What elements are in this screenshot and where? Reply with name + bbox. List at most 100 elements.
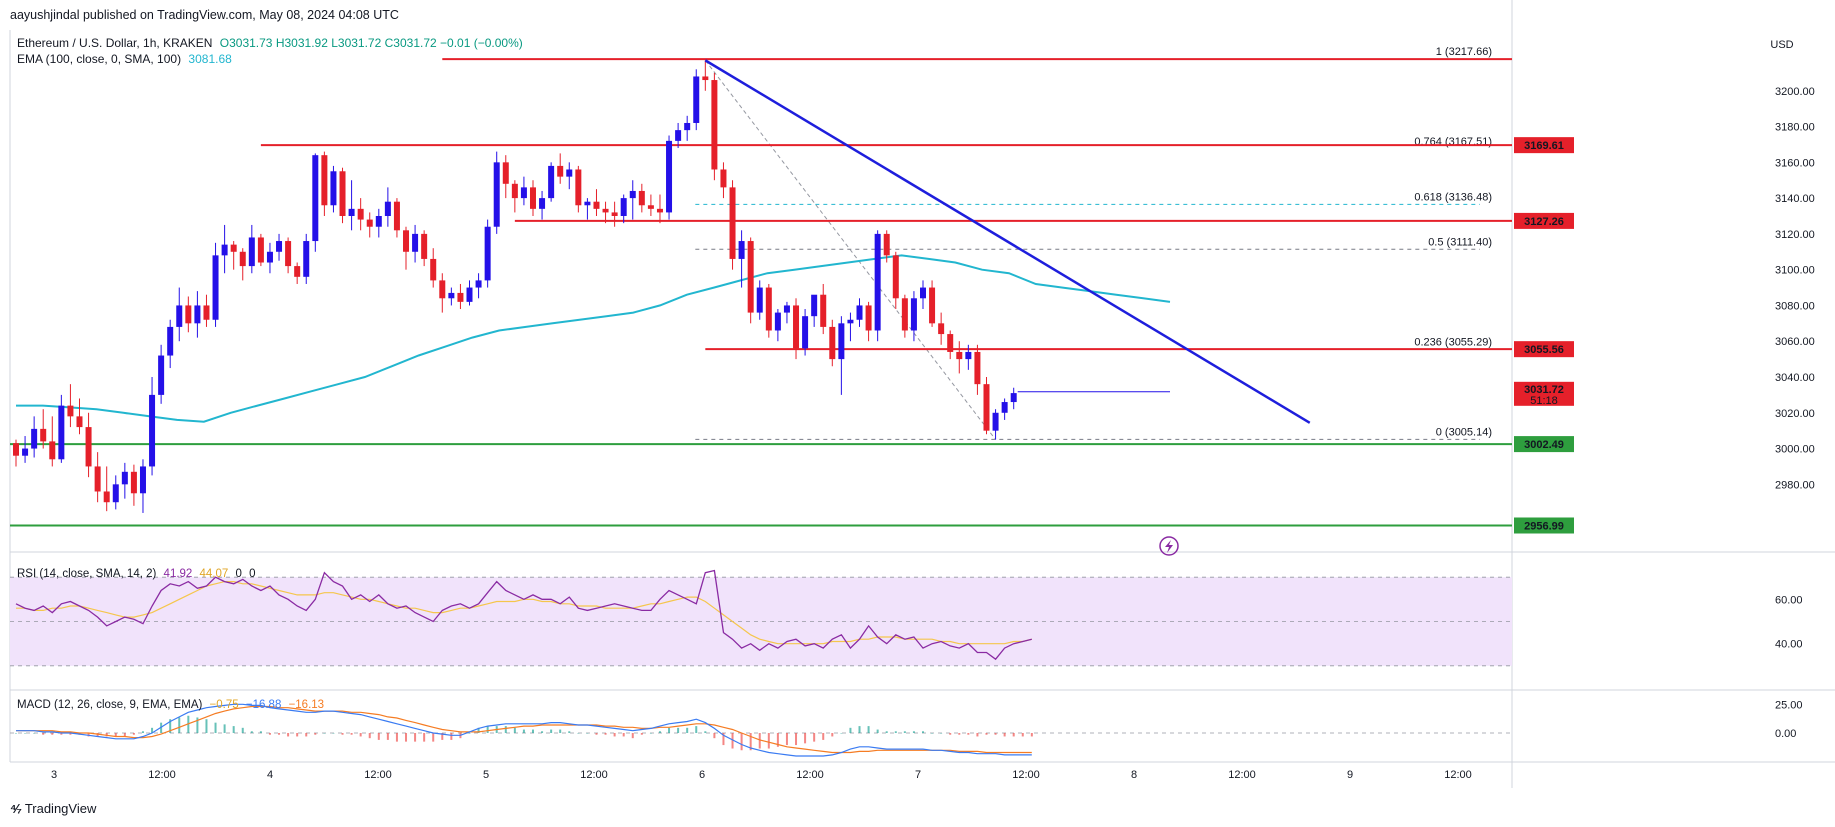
candle-body [693, 76, 700, 123]
macd-hist-bar [876, 729, 879, 733]
candle-body [239, 251, 246, 267]
candle-body [1001, 402, 1008, 413]
fib-diagonal [704, 60, 996, 440]
candle-body [303, 241, 310, 277]
time-tick-label: 8 [1131, 769, 1137, 781]
macd-hist-bar [1012, 733, 1015, 737]
candle-body [112, 484, 119, 503]
price-tick-label: 3080.00 [1775, 300, 1815, 312]
time-tick-label: 12:00 [148, 769, 176, 781]
ema-100-line [16, 254, 1171, 423]
candle-body [130, 471, 137, 494]
lightning-icon [1159, 536, 1179, 556]
candle-body [330, 171, 337, 206]
symbol-legend: Ethereum / U.S. Dollar, 1h, KRAKEN O3031… [17, 36, 523, 50]
candle-body [58, 405, 65, 460]
publisher-line: aayushjindal published on TradingView.co… [10, 8, 399, 22]
macd-tick-label: 25.00 [1775, 699, 1803, 711]
candle-body [366, 219, 373, 227]
time-tick-label: 5 [483, 769, 489, 781]
macd-hist-bar [749, 733, 752, 751]
candle-body [139, 466, 146, 494]
macd-hist-bar [541, 731, 544, 733]
macd-hist-bar [278, 733, 281, 735]
macd-hist-bar [559, 729, 562, 733]
tradingview-brand: TradingView [24, 801, 97, 816]
macd-hist-bar [1030, 733, 1033, 737]
macd-hist-bar [994, 733, 997, 735]
candle-body [321, 155, 328, 206]
candle-body [557, 165, 564, 177]
fib-level-label: 0.5 (3111.40) [1428, 236, 1492, 248]
candle-body [620, 198, 627, 216]
candle-body [67, 405, 74, 417]
candle-body [285, 241, 292, 267]
candle-body [965, 351, 972, 360]
bearish-trendline [704, 59, 1311, 424]
candle-body [656, 208, 663, 213]
macd-hist-bar [296, 733, 299, 737]
candle-body [548, 165, 555, 199]
candle-body [711, 80, 718, 170]
candle-body [729, 187, 736, 259]
level-price-tag [1514, 436, 1574, 453]
macd-hist-bar [323, 733, 326, 734]
macd-hist-bar [785, 733, 788, 746]
level-price-label: 2956.99 [1524, 520, 1564, 532]
price-tick-label: 2980.00 [1775, 479, 1815, 491]
macd-line [16, 703, 1032, 757]
candle-body [647, 205, 654, 209]
candle-body [149, 394, 156, 467]
candle-body [121, 471, 128, 485]
candle-body [702, 76, 709, 81]
candle-body [266, 251, 273, 263]
level-price-label: 3002.49 [1524, 439, 1564, 451]
candle-body [294, 266, 301, 277]
open-value: O3031.73 [219, 36, 273, 50]
time-tick-label: 4 [267, 769, 273, 781]
macd-hist-bar [849, 727, 852, 733]
candle-body [638, 190, 645, 206]
macd-hist-bar [894, 731, 897, 733]
macd-hist-bar [867, 726, 870, 733]
rsi-extra-1: 0 [235, 568, 242, 580]
macd-hist-bar [640, 733, 643, 735]
macd-hist-bar [831, 733, 834, 737]
candle-body [384, 201, 391, 216]
macd-hist-bar [776, 733, 779, 747]
candle-body [439, 280, 446, 299]
macd-value: −16.88 [245, 699, 282, 711]
candle-body [339, 171, 346, 216]
candle-body [684, 122, 691, 131]
macd-hist-bar [341, 733, 344, 735]
candle-body [584, 201, 591, 206]
tradingview-logo-icon: ⁴⁄₇ [10, 801, 22, 816]
macd-hist-bar [450, 733, 453, 740]
candle-body [820, 294, 827, 327]
candle-body [94, 466, 101, 492]
candle-body [983, 384, 990, 431]
tradingview-logo[interactable]: ⁴⁄₇ TradingView [10, 801, 96, 816]
macd-hist-bar [169, 719, 172, 733]
fib-level-label: 0 (3005.14) [1436, 426, 1492, 438]
candle-body [448, 292, 455, 299]
macd-hist-bar [903, 731, 906, 733]
time-tick-label: 12:00 [796, 769, 824, 781]
level-price-tag [1514, 341, 1574, 358]
macd-hist-bar [332, 733, 335, 734]
macd-hist-value: −0.75 [209, 699, 239, 711]
ema-label: EMA (100, close, 0, SMA, 100) [17, 52, 182, 66]
macd-hist-bar [1021, 733, 1024, 737]
candle-body [611, 212, 618, 216]
candle-body [176, 305, 183, 327]
macd-hist-bar [858, 726, 861, 733]
macd-hist-bar [196, 717, 199, 733]
macd-hist-bar [531, 729, 534, 733]
macd-hist-bar [813, 733, 816, 742]
fib-level-label: 0.618 (3136.48) [1414, 191, 1492, 203]
price-tick-label: 3020.00 [1775, 408, 1815, 420]
macd-hist-bar [631, 733, 634, 739]
macd-hist-bar [232, 726, 235, 733]
candle-body [956, 351, 963, 360]
